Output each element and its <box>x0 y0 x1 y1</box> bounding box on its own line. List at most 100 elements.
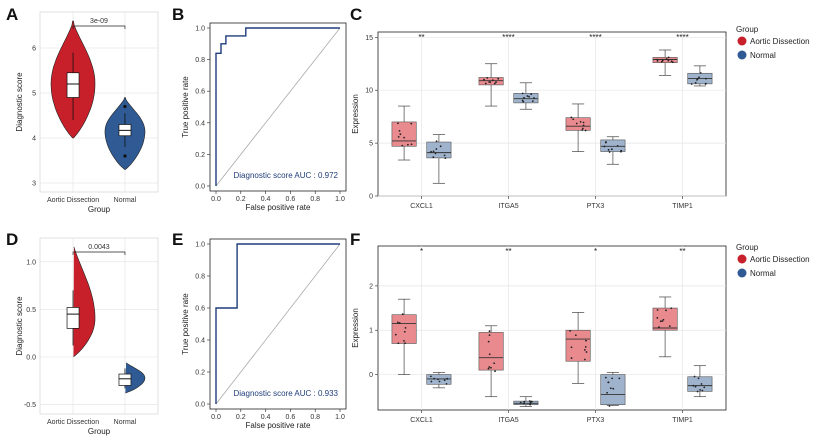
box-aortic-dissection <box>565 117 591 131</box>
data-point <box>584 358 586 361</box>
plot-area <box>377 31 727 197</box>
data-point <box>697 377 700 380</box>
x-tick-label: 0.4 <box>261 414 271 421</box>
y-tick-label: 4 <box>32 136 36 143</box>
data-point <box>432 150 435 153</box>
data-point <box>404 326 407 329</box>
data-point <box>403 136 406 139</box>
y-axis-label: True positive rate <box>181 293 190 355</box>
data-point <box>585 351 588 353</box>
y-axis-label: Expression <box>351 94 360 134</box>
x-tick-label: PTX3 <box>587 203 605 210</box>
data-point <box>486 76 489 79</box>
data-point <box>522 100 525 103</box>
x-tick-label: 0.4 <box>261 196 271 203</box>
x-tick-label: ITGA5 <box>498 417 518 424</box>
data-point <box>439 145 442 148</box>
data-point <box>529 403 531 406</box>
x-tick-label: 0.6 <box>286 196 296 203</box>
significance-stars: ** <box>679 247 685 256</box>
data-point <box>530 93 533 96</box>
data-point <box>435 140 438 143</box>
data-point <box>662 318 665 321</box>
data-point <box>430 150 432 153</box>
y-tick-label: 0.6 <box>195 89 205 96</box>
x-axis-label: Group <box>88 427 111 436</box>
data-point <box>610 148 613 151</box>
x-tick-label: 0.8 <box>310 414 320 421</box>
significance-stars: * <box>420 247 423 256</box>
data-point <box>574 334 577 337</box>
plot-area <box>39 237 159 415</box>
x-tick-label: 0.2 <box>236 196 246 203</box>
data-point <box>656 59 659 62</box>
y-tick-label: 0.5 <box>26 307 36 314</box>
data-point <box>488 334 491 337</box>
significance-stars: **** <box>502 33 514 42</box>
box-aortic-dissection <box>391 314 417 344</box>
data-point <box>523 402 525 405</box>
legend-swatch-aortic-dissection <box>737 36 747 46</box>
data-point <box>607 381 610 384</box>
auc-label: Diagnostic score AUC : 0.972 <box>234 171 339 180</box>
data-point <box>603 145 606 148</box>
significance-stars: ** <box>418 33 424 42</box>
data-point <box>569 329 571 332</box>
y-tick-label: 0.4 <box>195 338 205 345</box>
outlier-point <box>123 104 127 109</box>
y-tick-label: 5 <box>369 141 373 148</box>
data-point <box>396 321 399 324</box>
data-point <box>609 387 612 390</box>
data-point <box>572 118 575 121</box>
data-point <box>406 143 409 146</box>
data-point <box>705 77 707 80</box>
data-point <box>528 400 531 402</box>
data-point <box>696 390 699 393</box>
data-point <box>671 61 674 64</box>
legend-label: Normal <box>750 269 776 278</box>
data-point <box>434 152 437 155</box>
y-tick-label: 15 <box>365 35 373 42</box>
y-tick-label: 0 <box>369 372 373 379</box>
data-point <box>606 391 609 394</box>
panel-D: -0.5 0.0 0.5 1.0 Aortic Dissection Normal 0.00… <box>15 237 159 436</box>
data-point <box>404 342 406 345</box>
y-tick-label: 5 <box>32 91 36 98</box>
significance-stars: * <box>594 247 597 256</box>
x-tick-label: TIMP1 <box>672 203 693 210</box>
data-point <box>660 60 663 63</box>
data-point <box>581 129 584 131</box>
data-point <box>665 309 667 312</box>
data-point <box>484 82 487 85</box>
box-normal <box>687 376 713 392</box>
x-tick-label: 1.0 <box>335 196 345 203</box>
x-tick-label: 0.8 <box>310 196 320 203</box>
data-point <box>398 322 401 324</box>
data-point <box>699 388 702 391</box>
data-point <box>401 313 404 316</box>
data-point <box>582 121 585 124</box>
box-normal <box>426 141 452 159</box>
p-value-label: 3e-09 <box>90 18 108 25</box>
significance-bracket <box>72 25 126 29</box>
y-tick-label: 1.0 <box>195 242 205 249</box>
legend-title: Group <box>736 25 759 34</box>
data-point <box>488 81 491 83</box>
data-point <box>430 380 433 383</box>
auc-label: Diagnostic score AUC : 0.933 <box>234 389 339 398</box>
data-point <box>696 77 699 80</box>
data-point <box>433 377 436 380</box>
panel-label-F: F <box>350 230 360 249</box>
data-point <box>670 60 673 63</box>
box-normal <box>600 139 626 152</box>
data-point <box>581 127 584 130</box>
data-point <box>658 326 660 329</box>
box-normal <box>513 93 539 104</box>
data-point <box>584 129 587 132</box>
panel-E: 0.0 0.0 0.2 0.2 0.4 0.4 0.6 0.6 0.8 0.8 1.0 1.0 Diag… <box>181 238 347 430</box>
data-point <box>494 370 496 373</box>
x-tick-label: 0.2 <box>236 414 246 421</box>
legend-label: Normal <box>750 51 776 60</box>
data-point <box>443 379 446 382</box>
violin-aortic-dissection <box>73 246 96 358</box>
